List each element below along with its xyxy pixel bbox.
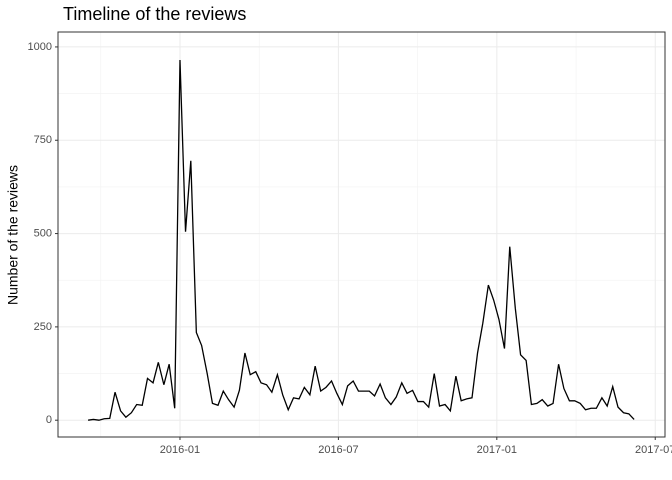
y-tick-label: 250 [34, 321, 52, 333]
chart-title: Timeline of the reviews [63, 4, 246, 24]
line [88, 59, 635, 421]
x-tick-label: 2016-07 [318, 444, 358, 456]
x-tick-label: 2017-01 [477, 444, 517, 456]
y-axis-label: Number of the reviews [5, 165, 21, 305]
x-tick-label: 2016-01 [160, 444, 200, 456]
y-tick-label: 1000 [28, 41, 52, 53]
y-tick-label: 750 [34, 134, 52, 146]
y-tick-label: 500 [34, 227, 52, 239]
x-tick-label: 2017-07 [635, 444, 672, 456]
panel-border [57, 31, 666, 438]
y-tick-label: 0 [46, 414, 52, 426]
